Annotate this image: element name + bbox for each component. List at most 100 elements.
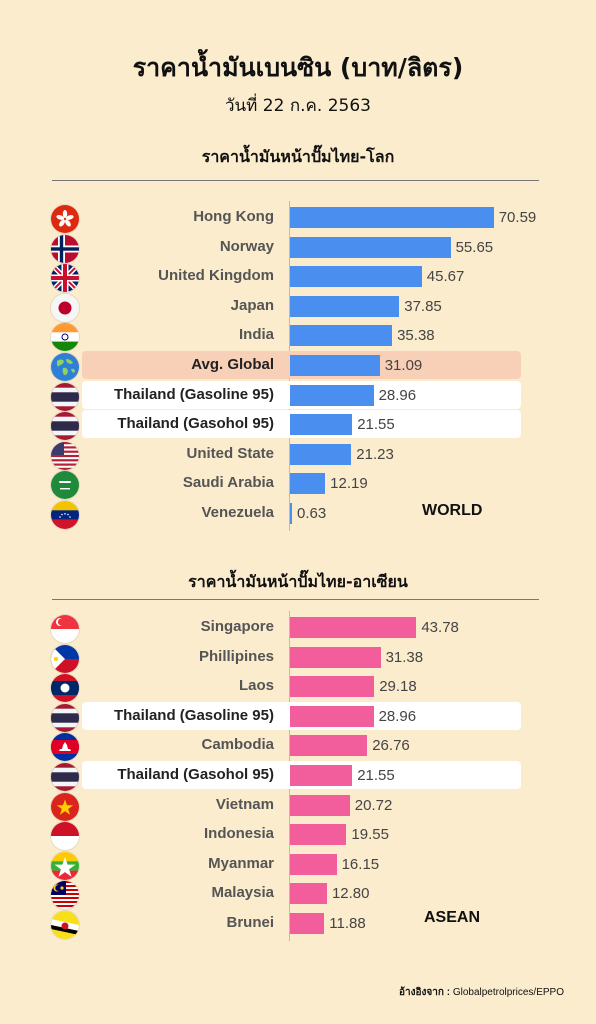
- category-label: Thailand (Gasoline 95): [113, 706, 274, 724]
- source-note: อ้างอิงจาก : Globalpetrolprices/EPPO: [399, 985, 564, 1000]
- category-label: Saudi Arabia: [182, 474, 274, 492]
- data-bar: [290, 913, 325, 934]
- category-label: Cambodia: [201, 736, 274, 754]
- data-bar: [290, 266, 422, 288]
- value-label: 21.55: [357, 416, 395, 434]
- value-label: 70.59: [498, 209, 537, 226]
- data-bar: [290, 473, 326, 495]
- value-label: 21.55: [357, 767, 395, 784]
- chart-row: Malaysia 12.80: [0, 881, 596, 910]
- category-label: United State: [186, 444, 274, 462]
- category-label: Avg. Global: [191, 356, 274, 373]
- globe-icon: [51, 353, 79, 381]
- world-section-title: ราคาน้ำมันหน้าปั๊มไทย-โลก: [201, 147, 395, 166]
- data-bar: [290, 646, 381, 668]
- source-label: อ้างอิงจาก :: [399, 987, 451, 998]
- data-bar: [290, 794, 350, 816]
- cambodia-flag-icon: [51, 733, 79, 762]
- category-label: Brunei: [226, 914, 274, 931]
- category-label: Thailand (Gasohol 95): [117, 415, 274, 433]
- chart-row: United Kingdom 45.67: [0, 264, 596, 293]
- saudi-arabia-flag-icon: [51, 471, 79, 500]
- world-section-divider: [52, 180, 539, 181]
- category-label: Singapore: [200, 618, 274, 635]
- chart-row: Saudi Arabia 12.19: [0, 471, 596, 500]
- norway-flag-icon: [51, 234, 79, 263]
- chart-row: Laos 29.18: [0, 674, 596, 703]
- category-label: Malaysia: [211, 884, 274, 902]
- value-label: 28.96: [378, 386, 417, 404]
- category-label: Indonesia: [203, 825, 274, 843]
- chart-row: Thailand (Gasohol 95) 21.55: [0, 410, 596, 441]
- chart-row: Cambodia 26.76: [0, 733, 596, 762]
- asean-tag: ASEAN: [424, 909, 481, 926]
- singapore-flag-icon: [51, 615, 79, 643]
- category-label: Thailand (Gasohol 95): [117, 766, 274, 783]
- chart-row: Thailand (Gasoline 95) 28.96: [0, 380, 596, 411]
- value-label: 43.78: [421, 619, 459, 636]
- category-label: Phillipines: [198, 647, 274, 665]
- data-bar: [290, 503, 292, 524]
- value-label: 19.55: [351, 826, 389, 844]
- brunei-flag-icon: [51, 911, 79, 939]
- data-bar: [290, 765, 353, 786]
- myanmar-flag-icon: [51, 851, 79, 880]
- value-label: 11.88: [329, 915, 366, 932]
- data-bar: [290, 735, 368, 757]
- philippines-flag-icon: [51, 644, 79, 673]
- category-label: Vietnam: [215, 795, 274, 813]
- chart-row: India 35.38: [0, 323, 596, 352]
- category-label: India: [238, 326, 274, 344]
- venezuela-flag-icon: [51, 501, 79, 529]
- value-label: 28.96: [378, 707, 417, 725]
- hong-kong-flag-icon: [51, 205, 79, 233]
- value-label: 31.38: [385, 648, 424, 666]
- value-label: 55.65: [455, 238, 494, 256]
- category-label: Hong Kong: [193, 208, 274, 225]
- category-label: Norway: [219, 237, 274, 255]
- value-label: 29.18: [379, 678, 417, 696]
- indonesia-flag-icon: [51, 822, 79, 851]
- malaysia-flag-icon: [51, 881, 79, 910]
- chart-row: Norway 55.65: [0, 234, 596, 263]
- chart-row: Thailand (Gasohol 95) 21.55: [0, 761, 596, 791]
- japan-flag-icon: [51, 293, 79, 322]
- chart-row: Vietnam 20.72: [0, 792, 596, 821]
- chart-row: Indonesia 19.55: [0, 822, 596, 851]
- chart-row: Brunei 11.88: [0, 911, 596, 939]
- data-bar: [290, 443, 352, 465]
- data-bar: [290, 236, 451, 258]
- data-bar: [290, 883, 327, 905]
- category-label: United Kingdom: [158, 267, 274, 285]
- value-label: 21.23: [356, 445, 394, 463]
- chart-row: Thailand (Gasoline 95) 28.96: [0, 701, 596, 732]
- value-label: 35.38: [397, 327, 435, 345]
- value-label: 45.67: [426, 268, 465, 286]
- thailand-flag-icon: [51, 382, 79, 411]
- data-bar: [290, 207, 494, 228]
- data-bar: [290, 617, 417, 638]
- data-bar: [290, 295, 400, 317]
- data-bar: [290, 824, 347, 846]
- usa-flag-icon: [51, 441, 79, 470]
- category-label: Thailand (Gasoline 95): [113, 385, 274, 403]
- thailand-flag-icon: [51, 703, 79, 732]
- chart-row: Hong Kong 70.59: [0, 205, 596, 233]
- chart-row: Venezuela 0.63: [0, 501, 596, 529]
- data-bar: [290, 853, 337, 875]
- page-subtitle: วันที่ 22 ก.ค. 2563: [225, 96, 371, 116]
- source-text: Globalpetrolprices/EPPO: [452, 987, 564, 998]
- value-label: 26.76: [372, 737, 410, 755]
- data-bar: [290, 676, 375, 698]
- india-flag-icon: [51, 323, 79, 352]
- value-label: 12.19: [330, 475, 368, 493]
- page-title: ราคาน้ำมันเบนซิน (บาท/ลิตร): [132, 53, 464, 82]
- value-label: 20.72: [354, 796, 393, 814]
- asean-section-title: ราคาน้ำมันหน้าปั๊มไทย-อาเซียน: [188, 572, 408, 591]
- category-label: Japan: [230, 296, 274, 314]
- data-bar: [290, 325, 393, 347]
- chart-row: United State 21.23: [0, 441, 596, 470]
- category-label: Laos: [238, 677, 274, 695]
- value-label: 12.80: [331, 885, 370, 903]
- thailand-flag-icon: [51, 412, 79, 441]
